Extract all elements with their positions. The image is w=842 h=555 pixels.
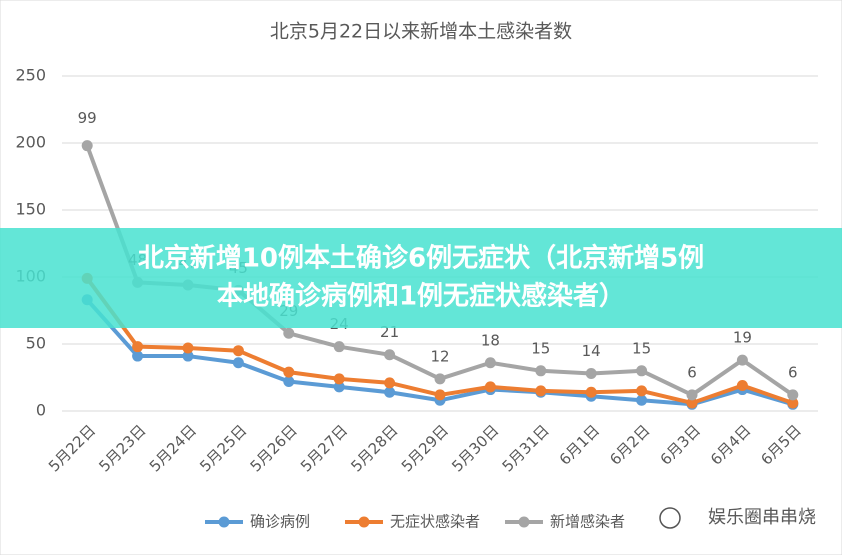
point <box>484 381 496 393</box>
point <box>787 397 799 409</box>
data-label: 14 <box>582 342 601 360</box>
data-label: 12 <box>430 347 449 365</box>
point <box>585 367 597 379</box>
point <box>283 376 295 388</box>
data-label: 18 <box>481 331 500 349</box>
point <box>283 366 295 378</box>
data-label: 99 <box>78 109 97 127</box>
point <box>686 389 698 401</box>
data-label: 19 <box>733 329 752 347</box>
y-tick-label: 200 <box>15 133 46 152</box>
y-tick-label: 150 <box>15 200 46 219</box>
point <box>535 365 547 377</box>
legend-label: 无症状感染者 <box>390 513 480 531</box>
legend-label: 确诊病例 <box>250 513 310 531</box>
point <box>636 385 648 397</box>
point <box>787 389 799 401</box>
point <box>333 373 345 385</box>
point <box>434 389 446 401</box>
point <box>333 381 345 393</box>
point <box>686 397 698 409</box>
point <box>132 341 144 353</box>
y-tick-label: 250 <box>15 66 46 85</box>
legend-marker <box>218 516 230 528</box>
data-label: 15 <box>531 339 550 357</box>
y-tick-label: 50 <box>26 334 46 353</box>
watermark-icon <box>659 507 681 529</box>
point <box>736 354 748 366</box>
point <box>484 357 496 369</box>
point <box>384 349 396 361</box>
point <box>283 327 295 339</box>
point <box>182 342 194 354</box>
point <box>232 357 244 369</box>
point <box>636 365 648 377</box>
legend-label: 新增感染者 <box>550 513 625 531</box>
point <box>384 386 396 398</box>
data-label: 6 <box>687 363 697 381</box>
point <box>585 386 597 398</box>
legend-marker <box>518 516 530 528</box>
point <box>333 341 345 353</box>
point <box>232 345 244 357</box>
legend-marker <box>358 516 370 528</box>
point <box>434 373 446 385</box>
y-tick-label: 0 <box>36 401 46 420</box>
point <box>535 385 547 397</box>
point <box>132 350 144 362</box>
point <box>384 377 396 389</box>
point <box>182 350 194 362</box>
overlay-text: 本地确诊病例和1例无症状感染者） <box>217 281 625 312</box>
data-label: 6 <box>788 363 798 381</box>
chart-title: 北京5月22日以来新增本土感染者数 <box>270 21 572 43</box>
overlay-banner <box>0 228 842 328</box>
overlay-text: 北京新增10例本土确诊6例无症状（北京新增5例 <box>138 243 704 274</box>
point <box>81 140 93 152</box>
point <box>736 380 748 392</box>
watermark: 娱乐圈串串烧 <box>708 507 816 528</box>
point <box>636 394 648 406</box>
data-label: 15 <box>632 339 651 357</box>
